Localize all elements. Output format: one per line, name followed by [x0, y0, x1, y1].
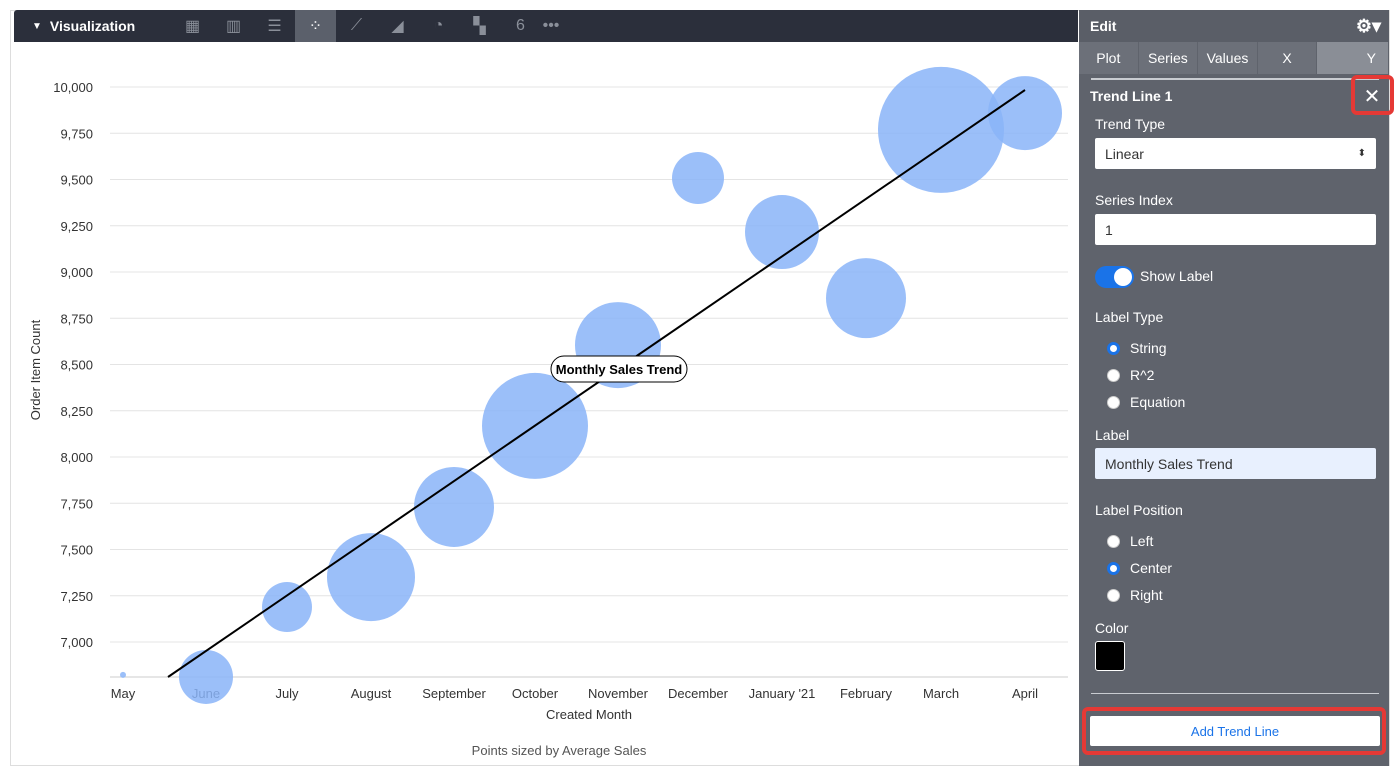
bubble	[120, 671, 126, 678]
trend-line-heading: Trend Line 1	[1090, 88, 1173, 104]
bubble	[179, 649, 233, 704]
show-label-toggle[interactable]	[1095, 266, 1134, 288]
bubble	[826, 258, 906, 339]
tab-series[interactable]: Series	[1139, 42, 1199, 74]
series-index-value: 1	[1105, 221, 1113, 238]
y-tick-label: 8,250	[60, 404, 93, 419]
bubble	[745, 195, 819, 270]
radio-center[interactable]: Center	[1107, 560, 1172, 576]
y-tick-label: 7,250	[60, 589, 93, 604]
y-axis-title: Order Item Count	[28, 319, 43, 420]
visualization-toolbar: ▼ Visualization ▦ ▥ ☰ ⁘ ⟋ ◢ ◔ ▚ 6 •••	[14, 10, 1078, 42]
panel-title: Edit	[1090, 18, 1117, 34]
x-tick-label: August	[351, 686, 392, 701]
visualization-title: Visualization	[49, 18, 136, 34]
radio-equation[interactable]: Equation	[1107, 394, 1185, 410]
x-tick-label: September	[422, 686, 486, 701]
label-input[interactable]: Monthly Sales Trend	[1095, 448, 1376, 479]
line-icon[interactable]: ⟋	[350, 17, 363, 34]
caret-down-icon: ▼	[32, 20, 42, 32]
y-tick-label: 8,500	[60, 358, 93, 373]
label-position-label: Label Position	[1095, 502, 1183, 518]
table-icon[interactable]: ▦	[184, 18, 201, 35]
panel-tabs: Plot Series Values X Y	[1079, 42, 1389, 74]
edit-panel: Edit ⚙▾ Plot Series Values X Y Trend Line…	[1079, 10, 1394, 766]
show-label-text: Show Label	[1140, 268, 1214, 284]
bubble	[414, 466, 494, 547]
x-tick-label: January '21	[749, 686, 816, 701]
y-tick-label: 8,000	[60, 450, 93, 465]
x-tick-label: April	[1012, 686, 1038, 701]
radio-left[interactable]: Left	[1107, 533, 1153, 549]
close-icon[interactable]: ✕	[1363, 85, 1381, 108]
pie-icon[interactable]: ◔	[433, 17, 444, 34]
column-chart-icon[interactable]: ▥	[225, 18, 242, 35]
y-tick-label: 8,750	[60, 311, 93, 326]
scatter-icon[interactable]: ⁘	[295, 10, 336, 42]
chart-subtitle: Points sized by Average Sales	[472, 743, 647, 758]
divider	[1091, 693, 1379, 694]
color-swatch[interactable]	[1095, 641, 1125, 671]
y-tick-label: 9,000	[60, 265, 93, 280]
bubble	[262, 582, 312, 633]
series-index-input[interactable]: 1	[1095, 214, 1376, 245]
radio-r2[interactable]: R^2	[1107, 367, 1154, 383]
trend-line	[167, 89, 1026, 678]
divider	[1091, 78, 1379, 80]
y-tick-label: 7,500	[60, 543, 93, 558]
x-tick-label: March	[923, 686, 959, 701]
x-tick-label: November	[588, 686, 649, 701]
trend-type-select[interactable]: Linear ⬍	[1095, 138, 1376, 169]
label-label: Label	[1095, 427, 1130, 443]
x-tick-label: May	[111, 686, 136, 701]
select-arrows-icon: ⬍	[1357, 148, 1366, 159]
trend-label-box	[550, 355, 688, 383]
tab-plot[interactable]: Plot	[1079, 42, 1139, 74]
y-tick-label: 9,750	[60, 126, 93, 141]
tab-y[interactable]: Y	[1317, 42, 1389, 74]
bubble-chart: 10,000 9,750 9,500 9,250 9,000 8,750 8,500 8,25…	[28, 66, 1068, 758]
tab-values[interactable]: Values	[1198, 42, 1258, 74]
single-value-icon[interactable]: 6	[516, 17, 525, 34]
y-tick-label: 9,250	[60, 219, 93, 234]
x-tick-label: February	[840, 686, 893, 701]
series-index-label: Series Index	[1095, 192, 1173, 208]
map-icon[interactable]: ▚	[473, 18, 486, 35]
y-tick-label: 9,500	[60, 173, 93, 188]
x-tick-label: December	[668, 686, 729, 701]
trend-type-value: Linear	[1105, 145, 1144, 162]
bubble	[327, 533, 415, 622]
radio-right[interactable]: Right	[1107, 587, 1163, 603]
y-tick-label: 10,000	[53, 80, 93, 95]
label-type-label: Label Type	[1095, 309, 1164, 325]
x-tick-label: July	[275, 686, 299, 701]
trend-label: Monthly Sales Trend	[556, 362, 682, 377]
label-value: Monthly Sales Trend	[1105, 455, 1233, 472]
bubble	[878, 66, 1004, 193]
x-tick-label: October	[512, 686, 559, 701]
x-axis-title: Created Month	[546, 707, 632, 722]
highlight-box	[1351, 75, 1394, 115]
bar-chart-icon[interactable]: ☰	[267, 18, 282, 35]
add-trend-line-button[interactable]: Add Trend Line	[1090, 716, 1380, 746]
tab-x[interactable]: X	[1258, 42, 1318, 74]
area-icon[interactable]: ◢	[391, 18, 404, 35]
trend-type-label: Trend Type	[1095, 116, 1166, 132]
highlight-box	[1082, 707, 1386, 755]
y-tick-label: 7,750	[60, 496, 93, 511]
y-tick-label: 7,000	[60, 635, 93, 650]
bubble	[672, 152, 724, 205]
radio-string[interactable]: String	[1107, 340, 1167, 356]
visualization-toggle[interactable]: ▼ Visualization	[32, 18, 172, 34]
color-label: Color	[1095, 620, 1129, 636]
gear-icon[interactable]: ⚙▾	[1355, 15, 1381, 36]
more-icon[interactable]: •••	[542, 17, 560, 34]
bubble	[988, 76, 1062, 151]
